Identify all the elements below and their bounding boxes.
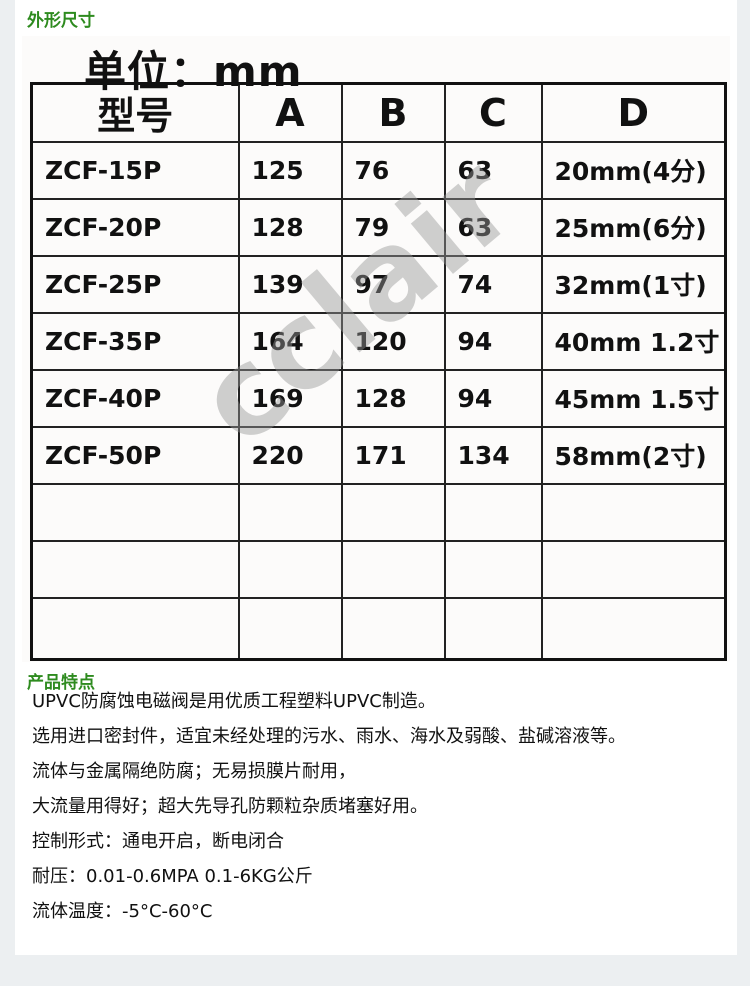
cell-model: ZCF-20P	[30, 197, 240, 257]
features-section-title: 产品特点	[27, 673, 95, 693]
feature-item: UPVC防腐蚀电磁阀是用优质工程塑料UPVC制造。	[32, 691, 436, 712]
cell-model: ZCF-15P	[30, 140, 240, 200]
cell-a: 125	[237, 140, 343, 200]
empty-cell	[340, 482, 446, 542]
cell-d: 58mm(2寸)	[540, 425, 727, 485]
cell-d: 45mm 1.5寸	[540, 368, 727, 428]
dimensions-image: 单位：mm 型号 A B C D ZCF-15P 125 76 63 20mm(4分) Z…	[22, 36, 730, 662]
cell-b: 97	[340, 254, 446, 314]
feature-item: 耐压：0.01-0.6MPA 0.1-6KG公斤	[32, 866, 313, 887]
cell-model: ZCF-35P	[30, 311, 240, 371]
empty-cell	[30, 596, 240, 661]
table-header-row: 型号 A B C D	[30, 82, 727, 143]
empty-cell	[443, 482, 543, 542]
empty-cell	[340, 539, 446, 599]
cell-b: 171	[340, 425, 446, 485]
empty-cell	[237, 539, 343, 599]
cell-a: 169	[237, 368, 343, 428]
header-model: 型号	[30, 82, 240, 143]
feature-item: 流体温度：-5°C-60°C	[32, 901, 213, 922]
table-row: ZCF-25P 139 97 74 32mm(1寸)	[30, 254, 727, 314]
cell-d: 25mm(6分)	[540, 197, 727, 257]
feature-item: 选用进口密封件，适宜未经处理的污水、雨水、海水及弱酸、盐碱溶液等。	[32, 726, 626, 747]
feature-item: 流体与金属隔绝防腐；无易损膜片耐用，	[32, 761, 356, 782]
cell-c: 63	[443, 140, 543, 200]
feature-item: 大流量用得好；超大先导孔防颗粒杂质堵塞好用。	[32, 796, 428, 817]
cell-b: 128	[340, 368, 446, 428]
empty-cell	[443, 596, 543, 661]
table-row: ZCF-20P 128 79 63 25mm(6分)	[30, 197, 727, 257]
cell-c: 63	[443, 197, 543, 257]
empty-cell	[340, 596, 446, 661]
table-row: ZCF-35P 164 120 94 40mm 1.2寸	[30, 311, 727, 371]
empty-row	[30, 596, 727, 661]
empty-cell	[237, 482, 343, 542]
empty-cell	[540, 482, 727, 542]
cell-c: 74	[443, 254, 543, 314]
empty-cell	[30, 539, 240, 599]
header-d: D	[540, 82, 727, 143]
empty-row	[30, 482, 727, 542]
header-a: A	[237, 82, 343, 143]
cell-d: 32mm(1寸)	[540, 254, 727, 314]
empty-cell	[443, 539, 543, 599]
cell-model: ZCF-25P	[30, 254, 240, 314]
dimensions-section-title: 外形尺寸	[27, 11, 95, 31]
cell-d: 20mm(4分)	[540, 140, 727, 200]
cell-b: 79	[340, 197, 446, 257]
empty-cell	[237, 596, 343, 661]
features-list: UPVC防腐蚀电磁阀是用优质工程塑料UPVC制造。选用进口密封件，适宜未经处理的…	[32, 686, 732, 931]
table-row: ZCF-40P 169 128 94 45mm 1.5寸	[30, 368, 727, 428]
cell-a: 128	[237, 197, 343, 257]
cell-b: 120	[340, 311, 446, 371]
table-row: ZCF-50P 220 171 134 58mm(2寸)	[30, 425, 727, 485]
header-c: C	[443, 82, 543, 143]
dimensions-table: 型号 A B C D ZCF-15P 125 76 63 20mm(4分) ZCF-20P…	[30, 82, 727, 661]
cell-a: 139	[237, 254, 343, 314]
table-row: ZCF-15P 125 76 63 20mm(4分)	[30, 140, 727, 200]
cell-b: 76	[340, 140, 446, 200]
cell-a: 220	[237, 425, 343, 485]
empty-cell	[540, 539, 727, 599]
cell-model: ZCF-40P	[30, 368, 240, 428]
feature-item: 控制形式：通电开启，断电闭合	[32, 831, 284, 852]
empty-cell	[540, 596, 727, 661]
empty-row	[30, 539, 727, 599]
cell-c: 94	[443, 311, 543, 371]
cell-a: 164	[237, 311, 343, 371]
cell-d: 40mm 1.2寸	[540, 311, 727, 371]
cell-model: ZCF-50P	[30, 425, 240, 485]
header-b: B	[340, 82, 446, 143]
cell-c: 134	[443, 425, 543, 485]
empty-cell	[30, 482, 240, 542]
cell-c: 94	[443, 368, 543, 428]
